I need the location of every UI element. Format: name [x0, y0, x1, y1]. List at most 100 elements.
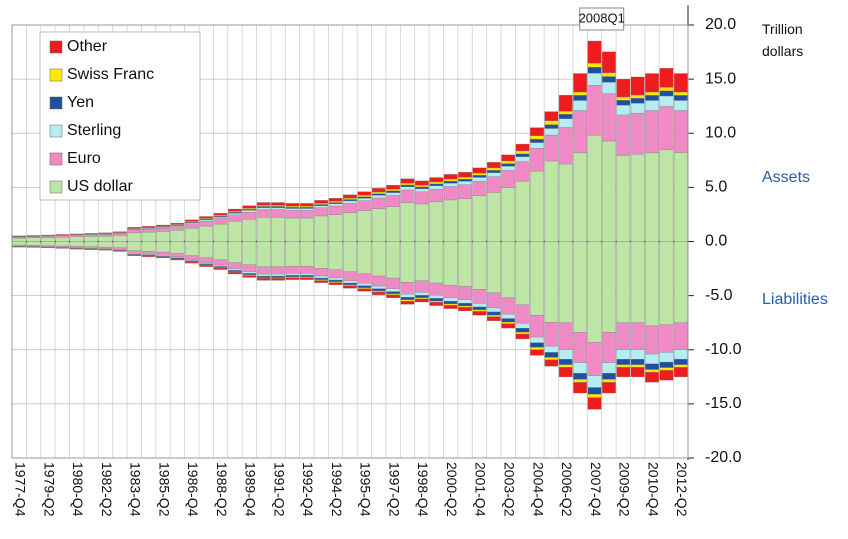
bar-segment — [673, 349, 688, 360]
bar-segment — [199, 262, 214, 264]
bar-segment — [673, 364, 688, 368]
bar-segment — [645, 363, 659, 370]
bar-segment — [616, 96, 631, 101]
bar-segment — [69, 246, 84, 249]
bar-segment — [228, 241, 242, 263]
bar-segment — [659, 87, 674, 91]
bar-segment — [443, 303, 458, 306]
y-axis-label: Trillion dollars — [762, 21, 804, 59]
bar-segment — [184, 219, 199, 222]
bar-segment — [659, 241, 674, 325]
bar-segment — [328, 282, 343, 285]
x-tick-label: 1982-Q2 — [99, 462, 115, 517]
bar-segment — [573, 332, 587, 363]
bar-segment — [113, 233, 127, 236]
bar-segment — [472, 303, 487, 308]
bar-segment — [41, 236, 55, 238]
bar-segment — [429, 185, 444, 190]
bar-segment — [271, 206, 285, 208]
bar-segment — [271, 274, 285, 277]
bar-segment — [156, 241, 170, 253]
bar-segment — [41, 237, 55, 242]
bar-segment — [602, 93, 616, 142]
bar-segment — [486, 172, 501, 177]
bar-segment — [458, 299, 472, 304]
bar-segment — [659, 367, 674, 371]
bar-segment — [544, 352, 559, 358]
bar-segment — [602, 51, 616, 73]
bar-segment — [400, 300, 415, 305]
x-tick-label: 1994-Q2 — [329, 462, 345, 517]
bar-segment — [530, 170, 544, 242]
x-tick-label: 1992-Q4 — [300, 462, 316, 517]
bar-segment — [12, 244, 27, 247]
bar-segment — [285, 210, 300, 219]
bar-segment — [544, 322, 559, 347]
bar-segment — [630, 103, 645, 114]
x-tick-label: 1977-Q4 — [12, 462, 28, 517]
bar-segment — [271, 202, 285, 206]
bar-segment — [300, 275, 314, 278]
bar-segment — [443, 174, 458, 180]
bar-segment — [343, 280, 357, 284]
bar-segment — [602, 72, 616, 77]
x-tick-label: 2012-Q2 — [674, 462, 690, 517]
bar-segment — [486, 192, 501, 242]
bar-segment — [573, 362, 587, 374]
bar-segment — [515, 156, 530, 162]
bar-segment — [673, 73, 688, 93]
bar-segment — [343, 203, 357, 213]
bar-segment — [213, 266, 228, 268]
x-tick-label: 2004-Q4 — [530, 462, 546, 517]
bar-segment — [213, 216, 228, 219]
bar-segment — [55, 237, 70, 242]
bar-segment — [357, 210, 372, 242]
bar-segment — [443, 199, 458, 242]
bar-segment — [300, 277, 314, 280]
bar-segment — [199, 257, 214, 263]
bar-segment — [458, 286, 472, 300]
bar-segment — [544, 346, 559, 353]
bar-segment — [170, 222, 185, 225]
bar-segment — [386, 293, 400, 296]
bar-segment — [630, 364, 645, 368]
bar-segment — [544, 128, 559, 136]
bar-segment — [486, 241, 501, 294]
bar-segment — [630, 359, 645, 365]
bar-segment — [271, 205, 285, 207]
bar-segment — [285, 277, 300, 280]
bar-segment — [558, 241, 573, 323]
bar-segment — [386, 291, 400, 295]
bar-segment — [400, 186, 415, 191]
bar-segment — [357, 196, 372, 199]
bar-segment — [616, 114, 631, 156]
bar-segment — [12, 236, 27, 239]
bar-segment — [673, 359, 688, 365]
bar-segment — [602, 241, 616, 333]
bar-segment — [213, 267, 228, 270]
x-tick-label: 2009-Q2 — [617, 462, 633, 517]
bar-segment — [170, 229, 185, 242]
bar-segment — [501, 314, 516, 319]
bar-segment — [256, 202, 271, 206]
bar-segment — [515, 323, 530, 329]
bar-segment — [587, 387, 602, 395]
bar-segment — [184, 261, 199, 264]
bar-segment — [199, 219, 214, 222]
bar-segment — [400, 299, 415, 302]
bar-segment — [314, 205, 329, 208]
bar-segment — [242, 264, 257, 272]
bar-segment — [371, 191, 386, 194]
bar-segment — [314, 268, 329, 277]
bar-segment — [400, 183, 415, 186]
bar-segment — [357, 288, 372, 292]
bar-segment — [602, 373, 616, 380]
bar-segment — [458, 241, 472, 287]
bar-segment — [256, 205, 271, 207]
bar-segment — [587, 62, 602, 68]
bar-segment — [558, 163, 573, 242]
y-tick-label: 10.0 — [705, 124, 736, 141]
bar-segment — [271, 266, 285, 275]
bar-segment — [156, 251, 170, 256]
bar-segment — [558, 118, 573, 128]
